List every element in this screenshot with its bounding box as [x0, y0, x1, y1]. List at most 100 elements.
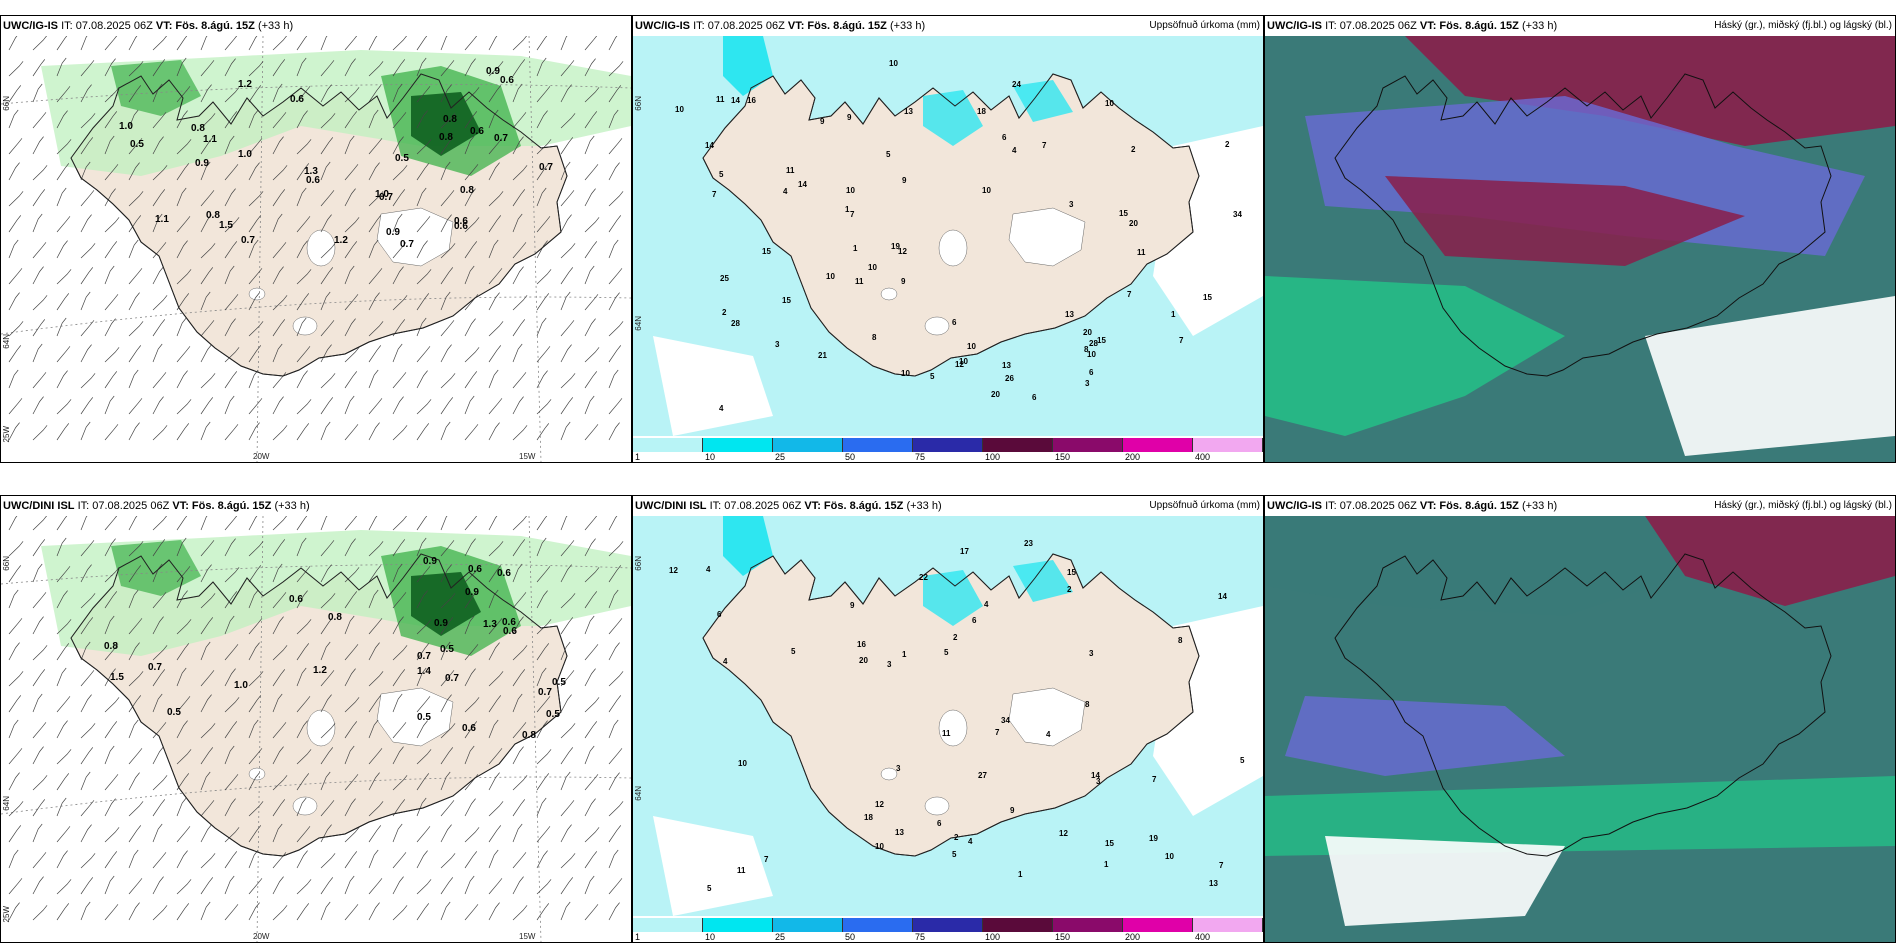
model-name: UWC/IG-IS: [1267, 500, 1322, 512]
wind-barb: [128, 109, 139, 129]
wind-barb: [152, 36, 167, 51]
wind-barb: [320, 320, 335, 337]
wind-barb: [104, 516, 118, 531]
wind-barb: [344, 644, 359, 661]
precip-accum-label: 2: [954, 833, 959, 842]
wind-barb: [248, 618, 263, 635]
wind-barb: [56, 773, 70, 791]
precip-accum-label: 25: [720, 274, 729, 283]
wind-barb: [536, 423, 550, 441]
wind-barb: [512, 592, 527, 609]
precip-value-label: 0.8: [104, 641, 118, 652]
wind-barb: [440, 161, 451, 181]
precip-moderate: [111, 540, 201, 596]
wind-barb: [320, 267, 334, 285]
wind-barb: [248, 642, 260, 661]
wind-barb: [440, 397, 454, 415]
wind-barb: [416, 110, 428, 129]
wind-barb: [200, 771, 211, 791]
colorbar-tick-label: 50: [845, 452, 856, 462]
wind-barb: [320, 694, 332, 713]
wind-barb: [392, 799, 406, 817]
colorbar-tick-label: 75: [915, 452, 926, 462]
wind-barb: [200, 373, 216, 389]
wind-barb: [464, 135, 475, 155]
wind-barb: [176, 317, 187, 337]
wind-barb: [368, 369, 379, 389]
graticule-line: [528, 516, 542, 942]
wind-barb: [32, 83, 43, 103]
wind-barb: [560, 214, 572, 233]
precip-accum-label: 4: [783, 187, 788, 196]
wind-barb: [32, 693, 43, 713]
lead-time: (+33 h): [1521, 500, 1558, 512]
wind-barb: [368, 345, 382, 363]
wind-barb: [584, 318, 596, 337]
precip-accum-label: 3: [1089, 649, 1094, 658]
wind-barb: [152, 136, 164, 155]
glacier-langjokull: [880, 767, 898, 781]
wind-barb: [512, 563, 523, 583]
wind-barb: [128, 642, 140, 661]
wind-barb: [104, 644, 119, 661]
lat-label: 66N: [2, 556, 11, 571]
wind-barb: [560, 540, 575, 557]
precip-value-label: 0.6: [289, 594, 303, 605]
wind-barb: [488, 369, 499, 389]
wind-barb: [80, 800, 95, 817]
wind-barb: [104, 318, 116, 337]
precip-accum-label: 4: [984, 600, 989, 609]
precip-accum-label: 7: [850, 210, 855, 219]
wind-barb: [512, 396, 524, 415]
wind-barb: [152, 189, 166, 207]
wind-barb: [368, 719, 379, 739]
wind-barb: [488, 191, 504, 207]
precip-value-label: 0.5: [440, 644, 454, 655]
wind-barb: [248, 268, 263, 285]
wind-barb: [440, 901, 451, 921]
precip-accum-label: 9: [820, 117, 825, 126]
wind-barb: [584, 538, 596, 557]
precip-value-label: 0.9: [434, 618, 448, 629]
wind-barb: [368, 422, 380, 441]
wind-barb: [416, 566, 431, 583]
precip-value-label: 0.6: [462, 723, 476, 734]
precip-value-label: 0.9: [465, 587, 479, 598]
wind-barb: [560, 344, 572, 363]
wind-barb: [200, 877, 214, 895]
wind-barb: [560, 877, 574, 895]
precip-cyan: [723, 36, 773, 96]
wind-barb: [464, 318, 476, 337]
precip-accum-label: 3: [896, 764, 901, 773]
wind-barb: [560, 723, 576, 739]
precip-value-label: 0.6: [306, 175, 320, 186]
precip-accum-label: 5: [1240, 756, 1245, 765]
wind-barb: [320, 824, 332, 843]
wind-barb: [248, 422, 260, 441]
wind-barb: [272, 136, 284, 155]
wind-barb: [584, 827, 600, 843]
wind-barb: [536, 163, 550, 181]
wind-barb: [392, 823, 403, 843]
wind-barb: [512, 425, 528, 441]
precip-accum-label: 14: [705, 141, 714, 150]
wind-barb: [104, 538, 116, 557]
wind-barb: [176, 57, 187, 77]
wind-barb: [176, 240, 188, 259]
lat-label: 66N: [634, 96, 643, 111]
wind-barb: [32, 36, 47, 51]
wind-barb: [224, 538, 236, 557]
wind-barb: [32, 876, 44, 895]
wind-barb: [488, 215, 502, 233]
precip-accum-label: 3: [775, 340, 780, 349]
wind-barb: [176, 370, 188, 389]
colorbar-tick-label: 1: [635, 452, 641, 462]
wind-barb: [56, 826, 71, 843]
wind-barb: [80, 137, 94, 155]
wind-barb: [464, 745, 475, 765]
precip-accum-label: 20: [1129, 219, 1138, 228]
lead-time: (+33 h): [257, 20, 294, 32]
precip-accum-label: 34: [1233, 210, 1242, 219]
precip-accum-label: 17: [960, 547, 969, 556]
colorbar-tick-label: 200: [1125, 452, 1141, 462]
